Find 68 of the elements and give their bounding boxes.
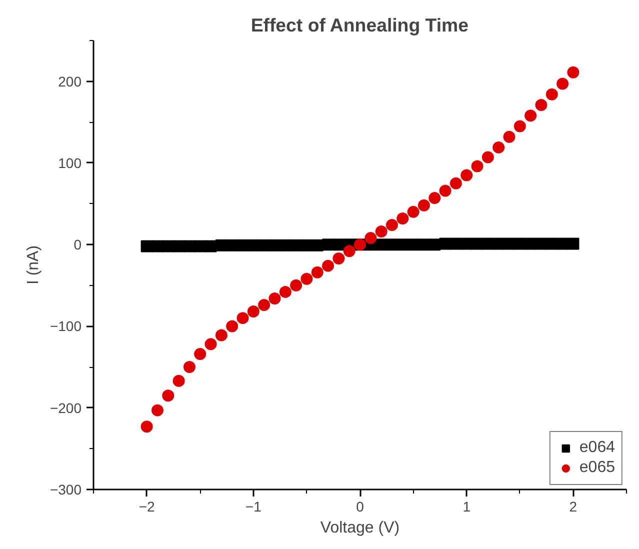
point bbox=[482, 151, 494, 164]
point bbox=[172, 374, 185, 387]
point bbox=[332, 252, 345, 264]
x-tick-label: 1 bbox=[462, 498, 471, 514]
point bbox=[236, 312, 249, 324]
point bbox=[268, 292, 281, 304]
point bbox=[396, 238, 409, 251]
point bbox=[247, 306, 260, 318]
point bbox=[428, 238, 441, 251]
point bbox=[503, 130, 516, 143]
point bbox=[162, 240, 174, 252]
point bbox=[375, 226, 388, 238]
point bbox=[279, 286, 292, 298]
x-axis-title: Voltage (V) bbox=[320, 520, 400, 536]
point bbox=[300, 239, 313, 252]
point bbox=[194, 240, 206, 252]
x-tick-label: 2 bbox=[569, 498, 578, 514]
point bbox=[322, 260, 334, 272]
point bbox=[407, 206, 420, 218]
point bbox=[162, 390, 174, 402]
point bbox=[396, 212, 409, 224]
point bbox=[332, 238, 345, 251]
y-tick-label: 100 bbox=[58, 154, 82, 171]
x-tick-label: 0 bbox=[356, 498, 364, 514]
point bbox=[183, 361, 196, 374]
point bbox=[471, 160, 484, 172]
point bbox=[418, 199, 430, 212]
legend-label: e064 bbox=[579, 439, 615, 457]
point bbox=[204, 338, 217, 350]
y-tick-label: −200 bbox=[50, 400, 82, 416]
point bbox=[226, 320, 238, 332]
x-tick-label: −2 bbox=[138, 498, 155, 514]
point bbox=[556, 78, 569, 90]
point bbox=[428, 192, 441, 204]
point bbox=[460, 169, 473, 182]
y-tick-label: −300 bbox=[50, 482, 82, 498]
point bbox=[290, 279, 302, 292]
point bbox=[364, 232, 377, 244]
y-axis-title: I (nA) bbox=[24, 245, 42, 285]
point bbox=[236, 239, 249, 252]
point bbox=[460, 238, 473, 250]
x-tick-label: −1 bbox=[245, 498, 262, 514]
point bbox=[535, 238, 548, 250]
point bbox=[503, 238, 516, 250]
point bbox=[258, 299, 270, 311]
y-tick-label: −100 bbox=[50, 318, 82, 334]
chart-title: Effect of Annealing Time bbox=[250, 14, 468, 36]
y-tick-label: 200 bbox=[58, 73, 82, 90]
point bbox=[567, 238, 580, 250]
point bbox=[567, 66, 580, 78]
point bbox=[439, 184, 452, 197]
point bbox=[268, 239, 281, 252]
point bbox=[194, 348, 206, 360]
point bbox=[151, 404, 164, 416]
legend-label: e065 bbox=[579, 459, 615, 477]
point bbox=[140, 420, 153, 433]
point bbox=[546, 88, 558, 100]
point bbox=[492, 141, 505, 154]
point bbox=[450, 177, 462, 190]
point bbox=[311, 266, 324, 278]
point bbox=[386, 219, 398, 231]
point bbox=[300, 272, 313, 285]
point bbox=[215, 329, 228, 342]
point bbox=[524, 110, 537, 122]
point bbox=[535, 99, 548, 111]
point bbox=[514, 120, 526, 132]
point bbox=[343, 245, 356, 258]
y-tick-label: 0 bbox=[74, 236, 82, 253]
